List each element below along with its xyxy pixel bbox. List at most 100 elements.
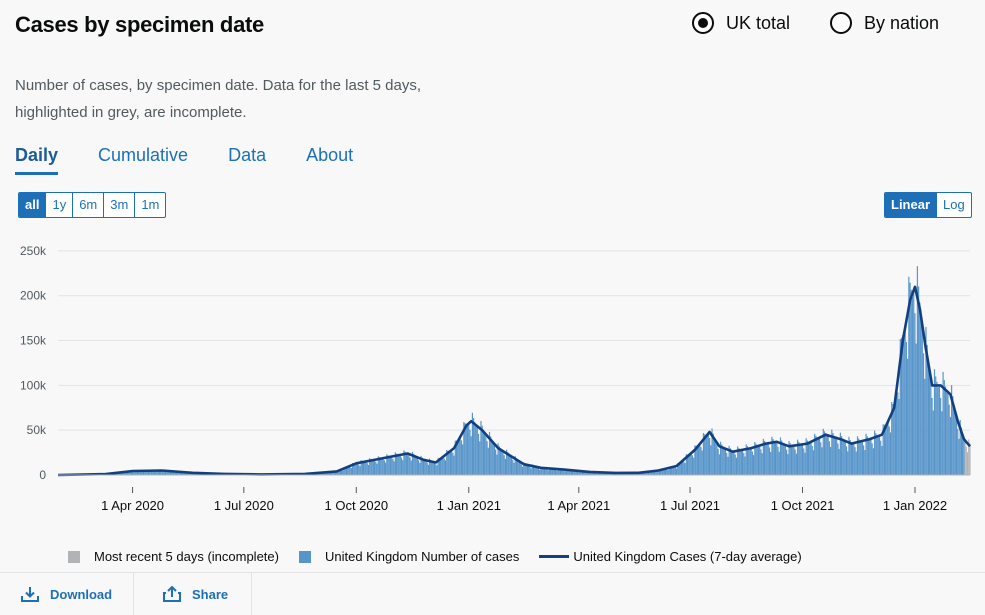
tab-data[interactable]: Data: [228, 145, 266, 175]
case-bar: [773, 439, 774, 475]
case-bar: [397, 455, 398, 475]
case-bar: [715, 442, 716, 475]
case-bar: [681, 462, 682, 475]
case-bar: [691, 453, 692, 475]
case-bar: [520, 462, 521, 475]
linear-scale-button[interactable]: Linear: [885, 193, 937, 217]
case-bar: [933, 410, 934, 475]
case-bar: [825, 433, 826, 475]
case-bar: [945, 386, 946, 475]
case-bar: [785, 445, 786, 475]
case-bar: [406, 453, 407, 475]
case-bar: [818, 439, 819, 475]
case-bar: [782, 443, 783, 475]
case-bar: [486, 441, 487, 475]
legend-bars[interactable]: United Kingdom Number of cases: [299, 549, 519, 564]
case-bar: [749, 449, 750, 475]
case-bar: [731, 450, 732, 475]
case-bar: [508, 454, 509, 475]
case-bar: [876, 435, 877, 475]
case-bar: [919, 303, 920, 475]
case-bar: [902, 335, 903, 475]
case-bar: [724, 449, 725, 475]
case-bar: [384, 460, 385, 475]
y-tick-label: 100k: [20, 378, 47, 392]
case-bar: [875, 433, 876, 475]
case-bar: [522, 467, 523, 475]
case-bar: [676, 469, 677, 475]
case-bar: [946, 393, 947, 475]
case-bar: [889, 426, 890, 475]
case-bar: [359, 466, 360, 475]
case-bar: [777, 447, 778, 475]
radio-uk-total[interactable]: UK total: [692, 12, 790, 34]
case-bar: [485, 434, 486, 475]
range-6m-button[interactable]: 6m: [73, 193, 104, 217]
x-tick-label: 1 Jan 2022: [883, 498, 947, 513]
range-3m-button[interactable]: 3m: [104, 193, 135, 217]
case-bar: [867, 436, 868, 475]
tab-daily[interactable]: Daily: [15, 145, 58, 175]
legend-line[interactable]: United Kingdom Cases (7-day average): [539, 549, 801, 564]
case-bar: [565, 471, 566, 475]
case-bar: [417, 457, 418, 475]
case-bar: [710, 445, 711, 475]
footer-bar: Download Share: [0, 572, 985, 615]
case-bar: [367, 463, 368, 475]
case-bar: [949, 405, 950, 475]
case-bar: [868, 438, 869, 475]
case-bar: [510, 456, 511, 475]
legend-bars-label: United Kingdom Number of cases: [325, 549, 519, 564]
case-bar: [905, 327, 906, 475]
case-bar: [389, 456, 390, 475]
case-bar: [916, 344, 917, 475]
case-bar: [832, 433, 833, 475]
case-bar: [869, 440, 870, 475]
download-button[interactable]: Download: [20, 573, 112, 615]
case-bar: [692, 455, 693, 475]
case-bar: [913, 290, 914, 475]
case-bar: [391, 457, 392, 475]
case-bar: [402, 460, 403, 475]
case-bar: [350, 467, 351, 475]
case-bar: [521, 464, 522, 475]
case-bar: [401, 458, 402, 475]
blue-swatch-icon: [299, 551, 311, 563]
share-button[interactable]: Share: [162, 573, 228, 615]
case-bar: [781, 440, 782, 475]
case-bar: [845, 441, 846, 475]
case-bar: [787, 454, 788, 475]
range-1m-button[interactable]: 1m: [135, 193, 165, 217]
case-bar: [922, 325, 923, 475]
case-bar: [820, 442, 821, 475]
case-bar: [930, 378, 931, 475]
range-1y-button[interactable]: 1y: [46, 193, 73, 217]
range-all-button[interactable]: all: [19, 193, 46, 217]
case-bar: [804, 453, 805, 475]
log-scale-button[interactable]: Log: [937, 193, 971, 217]
radio-by-nation[interactable]: By nation: [830, 12, 939, 34]
case-bar: [398, 456, 399, 475]
case-bar: [776, 442, 777, 475]
case-bar: [466, 424, 467, 475]
case-bar: [488, 448, 489, 475]
time-range-selector: all 1y 6m 3m 1m: [18, 192, 166, 218]
case-bar: [730, 448, 731, 475]
case-bar: [809, 443, 810, 475]
case-bar: [374, 460, 375, 475]
case-bar: [697, 446, 698, 475]
share-label: Share: [192, 587, 228, 602]
case-bar: [491, 440, 492, 475]
tab-about[interactable]: About: [306, 145, 353, 175]
case-bar: [841, 436, 842, 475]
legend-incomplete[interactable]: Most recent 5 days (incomplete): [68, 549, 279, 564]
case-bar: [368, 465, 369, 475]
incomplete-bar: [964, 441, 965, 475]
scale-selector: Linear Log: [884, 192, 972, 218]
case-bar: [462, 444, 463, 475]
incomplete-bar: [966, 447, 967, 475]
tab-cumulative[interactable]: Cumulative: [98, 145, 188, 175]
case-bar: [826, 436, 827, 475]
case-bar: [458, 440, 459, 475]
